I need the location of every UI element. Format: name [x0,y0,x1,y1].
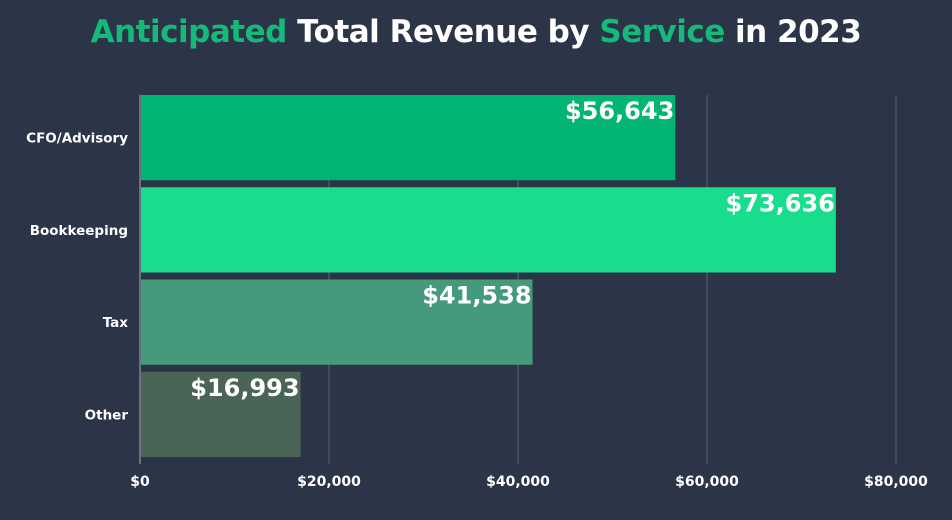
category-label: Tax [103,315,129,331]
data-label: $56,643 [565,97,674,125]
category-label: CFO/Advisory [26,131,128,147]
bars [141,95,836,457]
bar-other [141,371,301,457]
x-tick-label: $20,000 [297,474,361,490]
category-label: Other [85,407,129,423]
title-part-anticipated: Anticipated [90,14,288,50]
category-label: Bookkeeping [30,223,128,239]
x-tick-label: $0 [130,474,150,490]
x-tick-label: $80,000 [864,474,928,490]
x-tick-label: $40,000 [486,474,550,490]
data-label: $16,993 [190,374,299,402]
data-label: $41,538 [422,282,531,310]
bar-cfo-advisory [141,95,676,181]
bar-bookkeeping [141,187,836,273]
data-labels: $56,643 $73,636 $41,538 $16,993 [190,97,835,402]
data-label: $73,636 [726,189,835,217]
bar-tax [141,279,533,365]
category-labels: CFO/Advisory Bookkeeping Tax Other [26,131,128,424]
title-part-total-revenue: Total Revenue by [286,14,600,50]
x-tick-labels: $0 $20,000 $40,000 $60,000 $80,000 [130,474,928,490]
title-part-year: in 2023 [724,14,862,50]
title-part-service: Service [599,14,725,50]
chart-title: Anticipated Total Revenue by Service in … [0,14,952,50]
x-tick-label: $60,000 [675,474,739,490]
